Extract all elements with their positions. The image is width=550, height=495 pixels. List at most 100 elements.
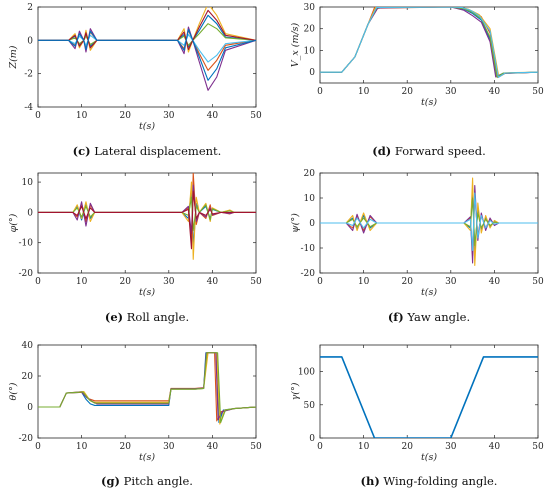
panel-f: 0 10 20 30 40 50 -20 -10 0 10 20 t(s) ψ(°) (f) Yaw an…	[290, 169, 544, 324]
series-line-g-4	[38, 352, 256, 424]
y-tick-label: -20	[19, 269, 34, 279]
x-tick-label: 10	[76, 277, 88, 287]
panel-caption-c: (c) Lateral displacement.	[73, 144, 222, 158]
y-tick-label: -2	[24, 70, 33, 80]
y-tick-label: -10	[301, 244, 316, 254]
x-axis-label: t(s)	[421, 452, 437, 463]
x-tick-label: 10	[358, 277, 370, 287]
x-tick-label: 10	[76, 442, 88, 452]
caption-label: (g)	[101, 474, 120, 488]
series-group-c	[38, 7, 256, 91]
caption-text: Lateral displacement.	[91, 144, 222, 158]
x-tick-label: 10	[358, 442, 370, 452]
caption-label: (f)	[388, 310, 404, 324]
y-axis-label: γ(°)	[290, 382, 301, 400]
caption-text: Yaw angle.	[404, 310, 470, 324]
y-tick-label: 0	[27, 403, 33, 413]
x-tick-label: 30	[163, 442, 175, 452]
x-tick-label: 30	[445, 277, 457, 287]
y-tick-label: 10	[304, 194, 316, 204]
x-tick-label: 40	[489, 442, 501, 452]
caption-text: Wing-folding angle.	[380, 474, 498, 488]
series-line-c-7	[38, 28, 256, 81]
x-tick-label: 0	[317, 277, 323, 287]
y-tick-label: 100	[298, 368, 315, 378]
x-tick-label: 20	[401, 87, 413, 97]
x-tick-label: 20	[119, 442, 131, 452]
y-tick-label: 10	[22, 178, 34, 188]
caption-label: (h)	[361, 474, 380, 488]
y-tick-label: 10	[304, 46, 316, 56]
y-tick-label: -20	[301, 269, 316, 279]
series-line-f-5	[320, 192, 538, 252]
series-line-h-0	[320, 356, 538, 438]
y-tick-label: 20	[304, 169, 316, 179]
x-tick-label: 30	[445, 87, 457, 97]
x-tick-label: 0	[35, 442, 41, 452]
x-tick-label: 40	[207, 111, 219, 121]
x-tick-label: 50	[250, 277, 262, 287]
caption-text: Pitch angle.	[120, 474, 193, 488]
x-tick-label: 30	[163, 111, 175, 121]
caption-label: (c)	[73, 144, 91, 158]
x-axis-label: t(s)	[139, 121, 155, 132]
x-axis-label: t(s)	[139, 287, 155, 298]
series-group-d	[320, 7, 538, 79]
y-tick-label: 0	[309, 219, 315, 229]
x-tick-label: 50	[250, 442, 262, 452]
series-line-d-5	[320, 7, 538, 78]
panel-caption-e: (e) Roll angle.	[105, 310, 189, 324]
x-tick-label: 0	[317, 442, 323, 452]
panel-h: 0 10 20 30 40 50 0 50 100 t(s) γ(°) (h) Wing-foldin…	[290, 344, 544, 488]
panel-d: 0 10 20 30 40 50 0 10 20 30 t(s) V_x (m/s) (d) Forwa…	[290, 3, 544, 158]
panel-caption-f: (f) Yaw angle.	[388, 310, 470, 324]
y-axis-label: θ(°)	[8, 382, 19, 400]
y-tick-label: -10	[19, 239, 34, 249]
x-tick-label: 40	[207, 277, 219, 287]
plot-frame-d	[319, 6, 539, 84]
series-group-f	[320, 177, 538, 267]
y-tick-label: 50	[304, 401, 316, 411]
x-tick-label: 40	[489, 277, 501, 287]
x-axis-label: t(s)	[421, 287, 437, 298]
x-tick-label: 50	[532, 277, 544, 287]
series-group-e	[38, 173, 256, 260]
plot-frame-g	[37, 344, 257, 439]
caption-text: Forward speed.	[391, 144, 486, 158]
x-tick-label: 20	[119, 111, 131, 121]
x-tick-label: 50	[532, 87, 544, 97]
x-axis-label: t(s)	[139, 452, 155, 463]
y-tick-label: 0	[27, 208, 33, 218]
x-tick-label: 0	[317, 87, 323, 97]
plot-frame-c	[37, 6, 257, 108]
y-tick-label: -4	[24, 103, 33, 113]
x-tick-label: 20	[401, 442, 413, 452]
caption-label: (e)	[105, 310, 123, 324]
x-tick-label: 50	[532, 442, 544, 452]
y-tick-label: 0	[309, 68, 315, 78]
x-tick-label: 0	[35, 111, 41, 121]
x-tick-label: 30	[163, 277, 175, 287]
plot-frame-e	[37, 172, 257, 274]
x-tick-label: 10	[76, 111, 88, 121]
series-line-f-2	[320, 177, 538, 267]
y-tick-label: 2	[27, 3, 33, 13]
x-tick-label: 40	[489, 87, 501, 97]
y-tick-label: 40	[22, 341, 34, 351]
plot-frame-h	[319, 344, 539, 439]
x-tick-label: 10	[358, 87, 370, 97]
y-tick-label: 20	[304, 25, 316, 35]
y-axis-label: φ(°)	[8, 213, 19, 232]
y-tick-label: 30	[304, 3, 316, 13]
panel-caption-g: (g) Pitch angle.	[101, 474, 193, 488]
y-tick-label: -20	[19, 434, 34, 444]
x-tick-label: 0	[35, 277, 41, 287]
x-tick-label: 50	[250, 111, 262, 121]
y-axis-label: ψ(°)	[290, 213, 301, 233]
x-tick-label: 20	[119, 277, 131, 287]
y-axis-label: V_x (m/s)	[290, 22, 301, 67]
x-tick-label: 40	[207, 442, 219, 452]
y-tick-label: 20	[22, 372, 34, 382]
